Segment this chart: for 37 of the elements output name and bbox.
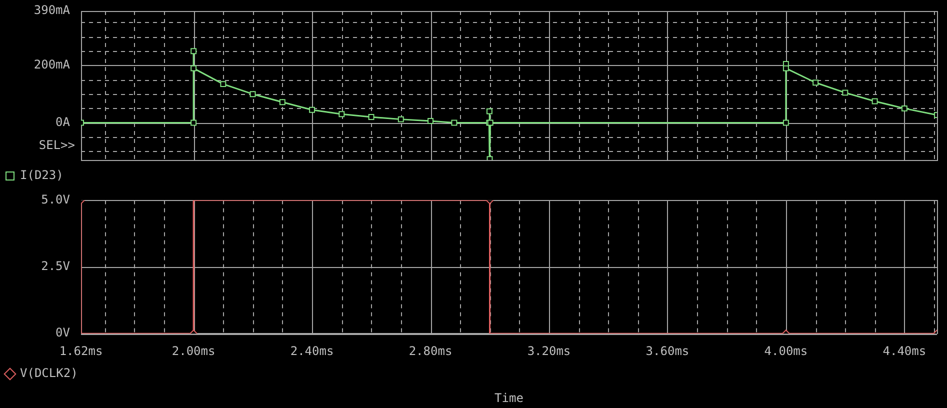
- x-tick-label: 3.60ms: [646, 344, 690, 358]
- point: [338, 111, 345, 118]
- x-tick-label: 1.62ms: [59, 344, 103, 358]
- point: [190, 120, 197, 126]
- point: [309, 106, 316, 113]
- x-tick-label: 2.40ms: [290, 344, 334, 358]
- y-tick-label: 390mA: [34, 3, 71, 18]
- point: [220, 81, 226, 88]
- point: [901, 105, 908, 112]
- point: [190, 48, 197, 54]
- point: [428, 118, 434, 124]
- y-tick-label: 2.5V: [41, 259, 70, 274]
- point: [486, 108, 492, 114]
- point: [812, 80, 819, 86]
- point: [398, 116, 404, 122]
- x-tick-label: 4.00ms: [764, 344, 808, 358]
- point: [872, 98, 878, 104]
- point: [279, 99, 286, 106]
- point: [782, 120, 789, 126]
- y-tick-label: 200mA: [34, 58, 71, 72]
- y-tick-label: 5.0V: [41, 192, 70, 206]
- text: SEL>>: [38, 138, 75, 152]
- x-axis-title: Time: [494, 391, 524, 405]
- point: [368, 114, 374, 120]
- x-tick-label: 4.40ms: [882, 344, 926, 358]
- point: [190, 65, 197, 72]
- point: [782, 65, 789, 72]
- legend-label: V(DCLK2): [20, 366, 78, 380]
- y-tick-label: 0V: [56, 326, 70, 340]
- x-tick-label: 2.80ms: [408, 344, 452, 358]
- x-tick-label: 2.00ms: [172, 344, 216, 358]
- legend-label: I(D23): [20, 168, 64, 182]
- y-tick-label: 0A: [56, 114, 71, 129]
- x-tick-label: 3.20ms: [527, 344, 571, 358]
- point: [842, 90, 848, 96]
- point: [250, 91, 256, 98]
- point: [451, 120, 458, 126]
